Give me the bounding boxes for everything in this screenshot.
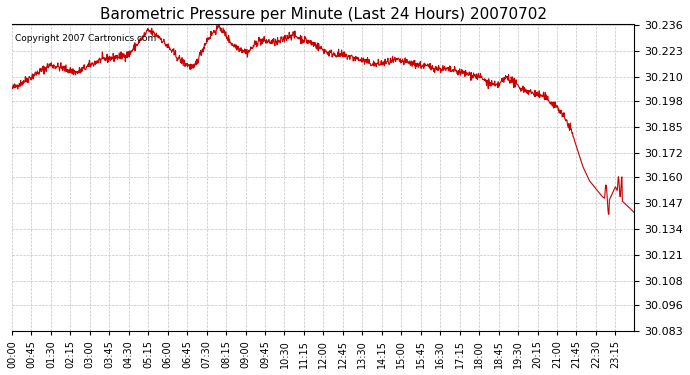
Text: Copyright 2007 Cartronics.com: Copyright 2007 Cartronics.com [15,34,157,43]
Title: Barometric Pressure per Minute (Last 24 Hours) 20070702: Barometric Pressure per Minute (Last 24 … [99,7,546,22]
